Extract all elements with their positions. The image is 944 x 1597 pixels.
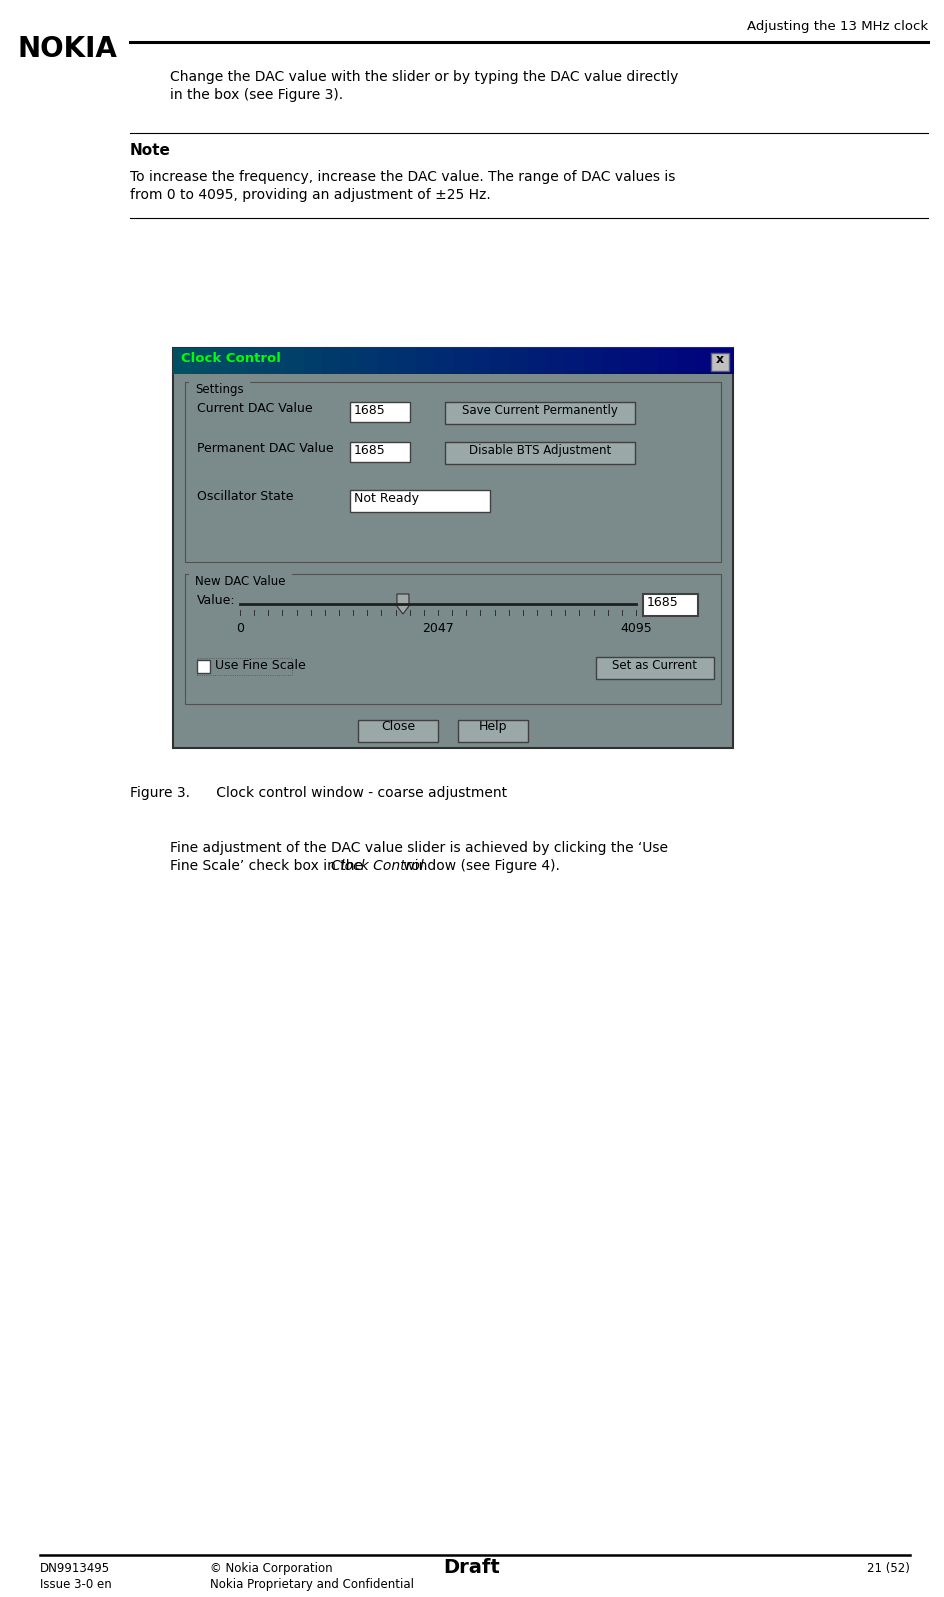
Text: Change the DAC value with the slider or by typing the DAC value directly: Change the DAC value with the slider or … — [170, 70, 679, 85]
Text: Fine adjustment of the DAC value slider is achieved by clicking the ‘Use: Fine adjustment of the DAC value slider … — [170, 842, 668, 854]
Bar — [434, 348, 454, 374]
Text: Draft: Draft — [444, 1559, 500, 1576]
Bar — [415, 348, 435, 374]
Text: Oscillator State: Oscillator State — [197, 490, 294, 503]
Bar — [185, 382, 721, 562]
Bar — [445, 442, 635, 465]
Bar — [173, 348, 733, 747]
Text: © Nokia Corporation: © Nokia Corporation — [210, 1562, 332, 1575]
Bar — [472, 348, 491, 374]
Text: Adjusting the 13 MHz clock: Adjusting the 13 MHz clock — [747, 21, 928, 34]
Text: Clock Control: Clock Control — [181, 351, 281, 366]
Text: Settings: Settings — [195, 383, 244, 396]
Text: 2047: 2047 — [422, 621, 454, 636]
Bar — [458, 720, 528, 743]
Bar — [596, 656, 714, 679]
Bar — [341, 348, 361, 374]
Bar — [583, 348, 603, 374]
Bar — [397, 348, 416, 374]
Text: Value:: Value: — [197, 594, 236, 607]
Bar — [602, 348, 622, 374]
Bar — [185, 573, 721, 704]
Bar — [445, 402, 635, 423]
Text: 21 (52): 21 (52) — [868, 1562, 910, 1575]
Text: Save Current Permanently: Save Current Permanently — [462, 404, 618, 417]
Text: 1685: 1685 — [354, 404, 386, 417]
Bar — [173, 348, 193, 374]
Bar — [322, 348, 342, 374]
Bar — [509, 348, 529, 374]
Text: 0: 0 — [236, 621, 244, 636]
Bar — [350, 490, 490, 513]
Bar — [677, 348, 697, 374]
Text: Help: Help — [479, 720, 507, 733]
Text: 1685: 1685 — [354, 444, 386, 457]
Bar — [528, 348, 548, 374]
Polygon shape — [396, 594, 409, 613]
Text: Fine Scale’ check box in the: Fine Scale’ check box in the — [170, 859, 367, 874]
Bar — [379, 348, 398, 374]
Bar — [350, 402, 410, 422]
Bar — [197, 658, 292, 676]
Text: x: x — [716, 353, 724, 366]
Text: New DAC Value: New DAC Value — [195, 575, 285, 588]
Text: NOKIA: NOKIA — [18, 35, 118, 62]
Text: from 0 to 4095, providing an adjustment of ±25 Hz.: from 0 to 4095, providing an adjustment … — [130, 188, 491, 201]
Text: window (see Figure 4).: window (see Figure 4). — [399, 859, 561, 874]
Bar — [715, 348, 734, 374]
Text: Permanent DAC Value: Permanent DAC Value — [197, 442, 333, 455]
Bar — [547, 348, 566, 374]
Text: Current DAC Value: Current DAC Value — [197, 402, 312, 415]
Bar — [658, 348, 678, 374]
Bar — [643, 594, 698, 616]
Text: Figure 3.      Clock control window - coarse adjustment: Figure 3. Clock control window - coarse … — [130, 786, 507, 800]
Bar — [247, 348, 267, 374]
Bar — [360, 348, 379, 374]
Text: To increase the frequency, increase the DAC value. The range of DAC values is: To increase the frequency, increase the … — [130, 169, 675, 184]
Text: 1685: 1685 — [647, 596, 679, 608]
Bar — [711, 353, 729, 371]
Text: Nokia Proprietary and Confidential: Nokia Proprietary and Confidential — [210, 1578, 414, 1591]
Text: Close: Close — [381, 720, 415, 733]
Bar — [565, 348, 584, 374]
Bar — [285, 348, 305, 374]
Text: Set as Current: Set as Current — [613, 660, 698, 672]
Bar — [490, 348, 510, 374]
Text: Clock Control: Clock Control — [331, 859, 424, 874]
Text: Disable BTS Adjustment: Disable BTS Adjustment — [469, 444, 611, 457]
Text: 4095: 4095 — [620, 621, 652, 636]
Bar — [211, 348, 230, 374]
Bar — [696, 348, 716, 374]
Bar — [640, 348, 659, 374]
Bar — [304, 348, 324, 374]
Bar — [192, 348, 211, 374]
Bar — [350, 442, 410, 462]
Text: Note: Note — [130, 144, 171, 158]
Text: Use Fine Scale: Use Fine Scale — [215, 660, 306, 672]
Text: in the box (see Figure 3).: in the box (see Figure 3). — [170, 88, 343, 102]
Bar — [229, 348, 248, 374]
Bar — [453, 348, 473, 374]
Bar — [621, 348, 641, 374]
Bar — [266, 348, 286, 374]
Text: Issue 3-0 en: Issue 3-0 en — [40, 1578, 111, 1591]
Text: DN9913495: DN9913495 — [40, 1562, 110, 1575]
Bar — [197, 660, 210, 672]
Text: Not Ready: Not Ready — [354, 492, 419, 505]
Bar — [358, 720, 438, 743]
